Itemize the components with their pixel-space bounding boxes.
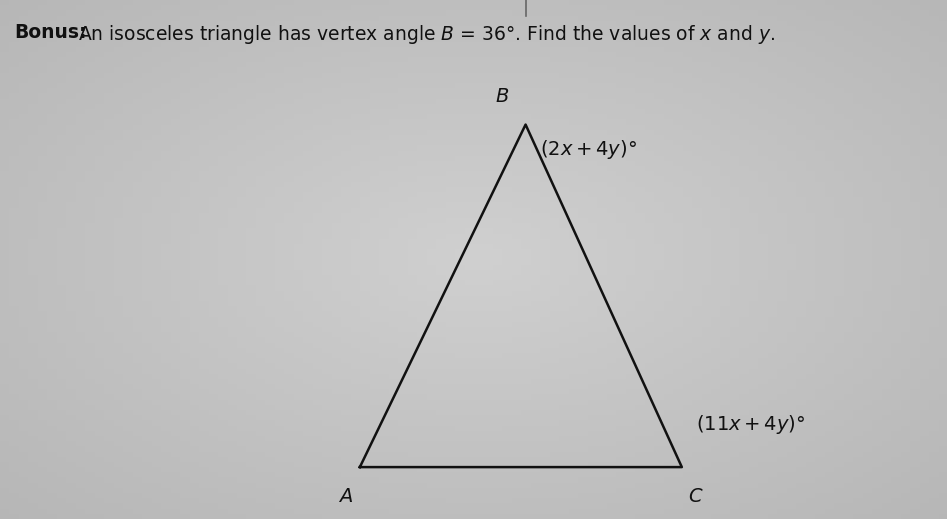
Text: Bonus:: Bonus: — [14, 23, 87, 43]
Text: $A$: $A$ — [338, 488, 353, 506]
Text: $C$: $C$ — [688, 488, 704, 506]
Text: $(11x + 4y)°$: $(11x + 4y)°$ — [696, 413, 805, 436]
Text: $B$: $B$ — [495, 88, 509, 106]
Text: $(2x + 4y)°$: $(2x + 4y)°$ — [540, 138, 636, 160]
Text: An isosceles triangle has vertex angle $B$ = 36°. Find the values of $x$ and $y$: An isosceles triangle has vertex angle $… — [78, 23, 775, 46]
